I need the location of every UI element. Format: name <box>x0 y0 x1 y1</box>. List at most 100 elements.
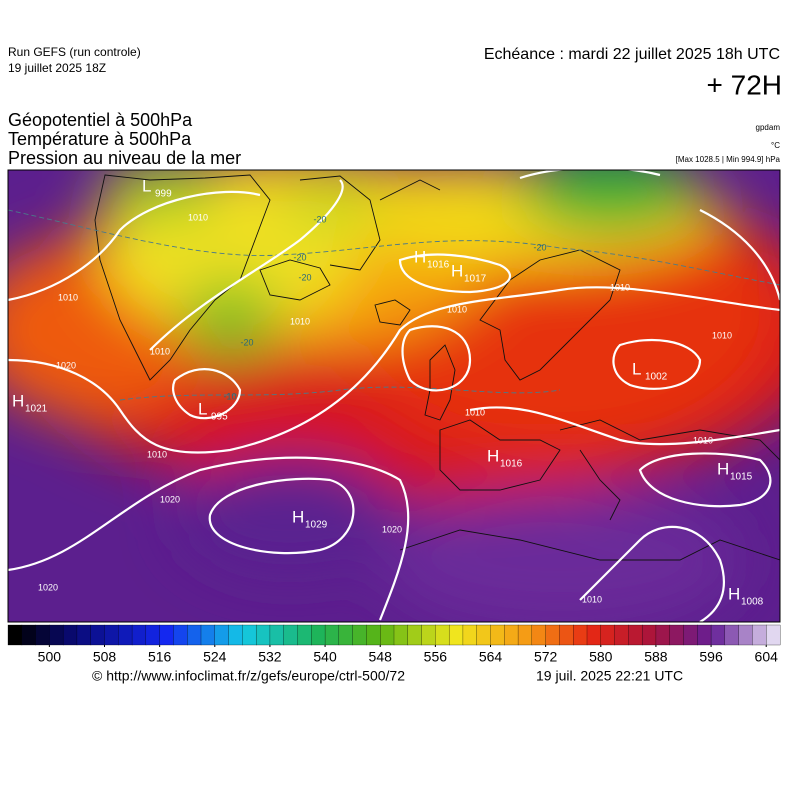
colorbar-cell <box>187 624 202 646</box>
isobar-label: 1010 <box>582 594 602 604</box>
colorbar-cell <box>448 624 464 646</box>
colorbar-cell <box>628 624 643 646</box>
isobar-label: 1010 <box>610 282 630 292</box>
isobar-label: 1010 <box>188 212 208 222</box>
isobar-label: 1010 <box>712 330 732 340</box>
colorbar-tick-label: 500 <box>38 649 62 665</box>
colorbar-tick-label: 596 <box>699 649 723 665</box>
colorbar-cell <box>62 624 78 646</box>
isobar-label: 1010 <box>58 292 78 302</box>
colorbar-cell <box>600 624 616 646</box>
colorbar-cell <box>145 624 161 646</box>
colorbar-cell <box>228 624 243 646</box>
colorbar-cell <box>517 624 533 646</box>
pressure-center-value: 1015 <box>730 472 753 483</box>
title: Géopotentiel à 500hPa <box>8 110 193 130</box>
colorbar-cell <box>393 624 409 646</box>
colorbar-tick-label: 540 <box>313 649 337 665</box>
generated-time: 19 juil. 2025 22:21 UTC <box>536 668 683 684</box>
colorbar-cell <box>173 624 188 646</box>
pressure-center-type: H <box>292 507 304 526</box>
pressure-center-type: L <box>198 399 207 418</box>
colorbar-tick-label: 508 <box>93 649 117 665</box>
pressure-center-type: H <box>414 247 426 266</box>
colorbar-cell <box>476 624 491 646</box>
colorbar-cell <box>421 624 436 646</box>
colorbar-tick-label: 572 <box>534 649 558 665</box>
colorbar-cell <box>76 624 92 646</box>
colorbar-cell <box>269 624 285 646</box>
colorbar-cell <box>118 624 133 646</box>
isobars <box>8 170 780 622</box>
colorbar-tick-label: 604 <box>755 649 779 665</box>
isotherms <box>8 209 780 401</box>
pressure-center-type: H <box>451 261 463 280</box>
colorbar-cell <box>710 624 726 646</box>
colorbar-cell <box>35 624 50 646</box>
colorbar-cell <box>200 624 216 646</box>
temperature-label: -10 <box>223 391 236 401</box>
colorbar-cell <box>724 624 740 646</box>
colorbar-cell <box>641 624 657 646</box>
pressure-center-value: 1029 <box>305 520 328 531</box>
pressure-center-type: L <box>632 359 641 378</box>
unit-geopotential: gpdam <box>756 123 781 132</box>
colorbar-cell <box>697 624 712 646</box>
colorbar-cell <box>49 624 64 646</box>
colorbar-cell <box>738 624 753 646</box>
colorbar-cell <box>214 624 230 646</box>
pressure-center-type: H <box>717 459 729 478</box>
colorbar-cell <box>131 624 147 646</box>
colorbar-tick-label: 548 <box>369 649 393 665</box>
run-label: Run GEFS (run controle) <box>8 45 141 59</box>
colorbar-tick-label: 588 <box>644 649 668 665</box>
coastlines <box>94 174 780 561</box>
colorbar-cell <box>21 624 37 646</box>
colorbar-cell <box>669 624 684 646</box>
isobar-label: 1010 <box>465 407 485 417</box>
colorbar-tick-label: 532 <box>258 649 282 665</box>
colorbar-cell <box>545 624 560 646</box>
pressure-range: [Max 1028.5 | Min 994.9] hPa <box>676 155 781 164</box>
colorbar-cell <box>242 624 257 646</box>
colorbar-cell <box>380 624 395 646</box>
isobar-label: 1020 <box>38 582 58 592</box>
isobar-label: 1010 <box>290 316 310 326</box>
isobar-label: 1020 <box>382 524 402 534</box>
isobar-label: 1010 <box>147 449 167 459</box>
pressure-center-value: 1017 <box>464 274 487 285</box>
colorbar-cell <box>311 624 326 646</box>
colorbar-cell <box>255 624 271 646</box>
lead-time: + 72H <box>707 69 783 100</box>
colorbar-cell <box>531 624 547 646</box>
colorbar-cell <box>490 624 505 646</box>
temperature-field <box>8 170 780 622</box>
pressure-center-type: H <box>487 446 499 465</box>
temperature-label: -20 <box>313 214 326 224</box>
colorbar-tick-label: 516 <box>148 649 172 665</box>
temperature-label: -20 <box>293 252 306 262</box>
colorbar-cell <box>614 624 629 646</box>
colorbar-cell <box>104 624 119 646</box>
isobar-label: 1020 <box>56 360 76 370</box>
colorbar-cell <box>407 624 423 646</box>
colorbar-cell <box>683 624 698 646</box>
colorbar-cell <box>297 624 312 646</box>
map-frame <box>7 169 781 623</box>
colorbar-cell <box>462 624 478 646</box>
map <box>8 170 780 622</box>
unit-temperature: °C <box>771 141 780 150</box>
isobar-label: 1010 <box>150 346 170 356</box>
colorbar-tick-label: 524 <box>203 649 227 665</box>
colorbar-cell <box>504 624 519 646</box>
colorbar-tick-label: 556 <box>424 649 448 665</box>
isobar-label: 1010 <box>693 435 713 445</box>
pressure-center-value: 1008 <box>741 597 764 608</box>
colorbar-cell <box>159 624 174 646</box>
colorbar-cell <box>766 624 781 646</box>
colorbar-cell <box>366 624 381 646</box>
pressure-center-value: 1021 <box>25 404 48 415</box>
isobar-label: 1010 <box>447 304 467 314</box>
pressure-center-value: 1016 <box>500 459 523 470</box>
echeance: Echéance : mardi 22 juillet 2025 18h UTC <box>484 46 780 63</box>
